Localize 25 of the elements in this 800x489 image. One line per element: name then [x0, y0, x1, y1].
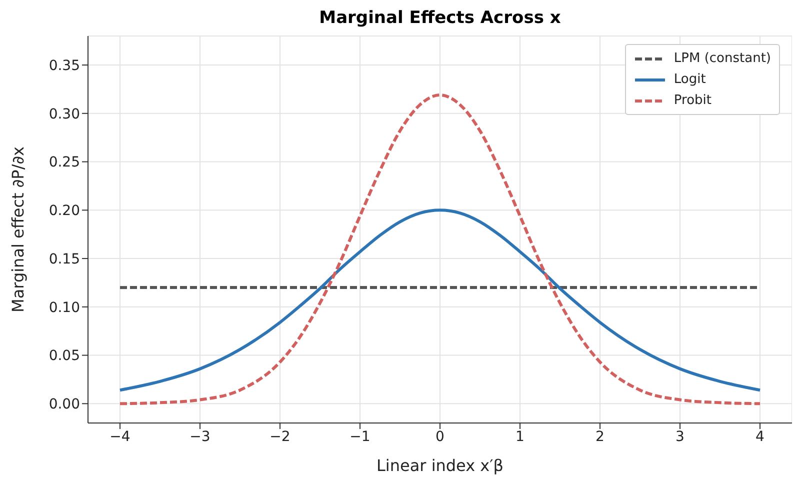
chart-title: Marginal Effects Across x — [318, 8, 562, 30]
y-tick-label: 0.25 — [48, 154, 80, 171]
legend-label: Logit — [674, 71, 706, 89]
legend-label: Probit — [674, 92, 712, 110]
x-tick-label: −1 — [350, 428, 370, 445]
y-tick-label: 0.30 — [48, 106, 80, 122]
x-tick-label: 0 — [436, 428, 444, 445]
y-tick-label: 0.00 — [48, 396, 80, 413]
x-tick-label: 4 — [756, 428, 765, 445]
line-series — [118, 94, 762, 406]
x-axis-title: Linear index x′β — [376, 456, 504, 475]
y-tick-label: 0.15 — [48, 251, 80, 268]
y-tick-label: 0.05 — [48, 348, 80, 364]
y-tick-label: 0.35 — [48, 58, 80, 74]
line-series — [118, 208, 762, 392]
y-tick-label: 0.10 — [48, 300, 80, 316]
x-tick-label: −2 — [270, 428, 290, 445]
x-tick-label: −4 — [110, 428, 130, 445]
x-tick-label: 3 — [676, 428, 684, 445]
x-tick-label: 1 — [516, 428, 524, 445]
x-tick-label: 2 — [596, 428, 604, 445]
x-tick-label: −3 — [190, 428, 210, 445]
legend-label: LPM (constant) — [674, 50, 771, 68]
y-tick-label: 0.20 — [48, 203, 80, 220]
y-axis-title: Marginal effect ∂P/∂x — [8, 146, 28, 312]
